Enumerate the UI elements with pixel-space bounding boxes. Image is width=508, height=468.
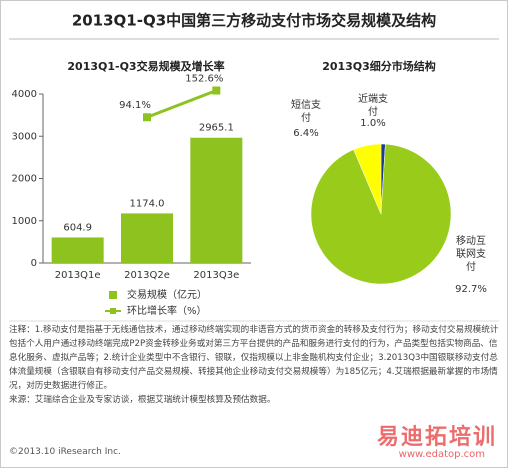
y-tick-label: 3000 — [12, 131, 37, 142]
y-tick-label: 1000 — [12, 216, 37, 227]
category-label: 近端支付 — [358, 92, 388, 118]
y-tick-label: 4000 — [12, 89, 37, 100]
line-marker — [143, 113, 151, 122]
bar — [51, 237, 104, 263]
watermark-url: www.edatop.com — [398, 449, 485, 460]
x-tick-label: 2013Q3e — [193, 270, 239, 281]
legend-label: 交易规模（亿元） — [127, 288, 207, 301]
value-label: 92.7% — [455, 284, 487, 295]
notes: 注释：1.移动支付是指基于无线通信技术，通过移动终端实现的非语音方式的货币资金的… — [9, 323, 501, 407]
pie-slice — [310, 143, 452, 285]
panel-title: 2013Q3细分市场结构 — [322, 59, 436, 73]
value-label: 604.9 — [63, 222, 92, 233]
line — [146, 89, 217, 119]
line-marker — [212, 86, 221, 95]
value-label: 6.4% — [293, 128, 318, 139]
legend-swatch — [110, 308, 116, 314]
pie-slice — [353, 143, 382, 215]
category-label: 移动互联网支付 — [456, 234, 486, 273]
category-label: 短信支付 — [291, 98, 321, 124]
y-tick-label: 2000 — [12, 174, 37, 185]
value-label: 94.1% — [119, 100, 151, 111]
bar — [121, 213, 173, 263]
value-label: 1.0% — [360, 118, 385, 129]
main-title: 2013Q1-Q3中国第三方移动支付市场交易规模及结构 — [72, 12, 436, 30]
footer: ©2013.10 iResearch Inc. — [9, 447, 121, 457]
x-tick-label: 2013Q1e — [55, 270, 101, 281]
panel-title: 2013Q1-Q3交易规模及增长率 — [67, 59, 224, 73]
value-label: 152.6% — [185, 74, 223, 85]
watermark: 易迪拓培训 — [376, 425, 497, 450]
legend-swatch — [109, 291, 117, 299]
legend-label: 环比增长率（%） — [127, 304, 207, 317]
bar — [190, 137, 243, 263]
value-label: 1174.0 — [130, 198, 165, 209]
source-text: 来源：艾瑞综合企业及专家访谈，根据艾瑞统计模型核算及预估数据。 — [9, 395, 276, 405]
x-tick-label: 2013Q2e — [124, 270, 170, 281]
value-label: 2965.1 — [199, 123, 234, 134]
y-tick-label: 0 — [31, 258, 37, 269]
note-text: 注释：1.移动支付是指基于无线通信技术，通过移动终端实现的非语音方式的货币资金的… — [9, 325, 499, 391]
